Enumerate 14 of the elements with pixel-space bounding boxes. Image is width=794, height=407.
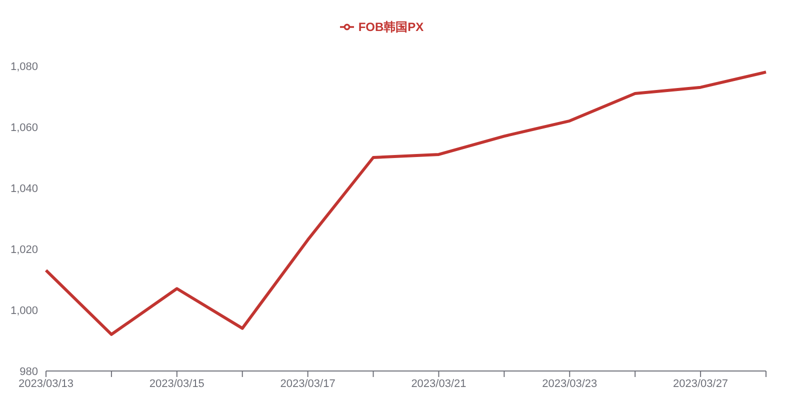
x-tick-label: 2023/03/17 (280, 378, 336, 390)
y-tick-label: 1,040 (10, 182, 38, 195)
y-tick-label: 1,000 (10, 304, 38, 317)
y-tick-label: 1,080 (10, 60, 38, 73)
x-tick-label: 2023/03/23 (542, 378, 598, 390)
legend-label: FOB韩国PX (358, 20, 424, 34)
x-tick-label: 2023/03/13 (18, 378, 74, 390)
x-tick-label: 2023/03/27 (673, 378, 728, 390)
line-series (44, 70, 768, 336)
y-tick-label: 1,060 (10, 122, 38, 134)
y-tick-label: 1,020 (10, 244, 38, 256)
x-tick-label: 2023/03/21 (411, 378, 466, 390)
x-tick-label: 2023/03/15 (149, 378, 204, 390)
y-tick-label: 980 (20, 366, 38, 378)
